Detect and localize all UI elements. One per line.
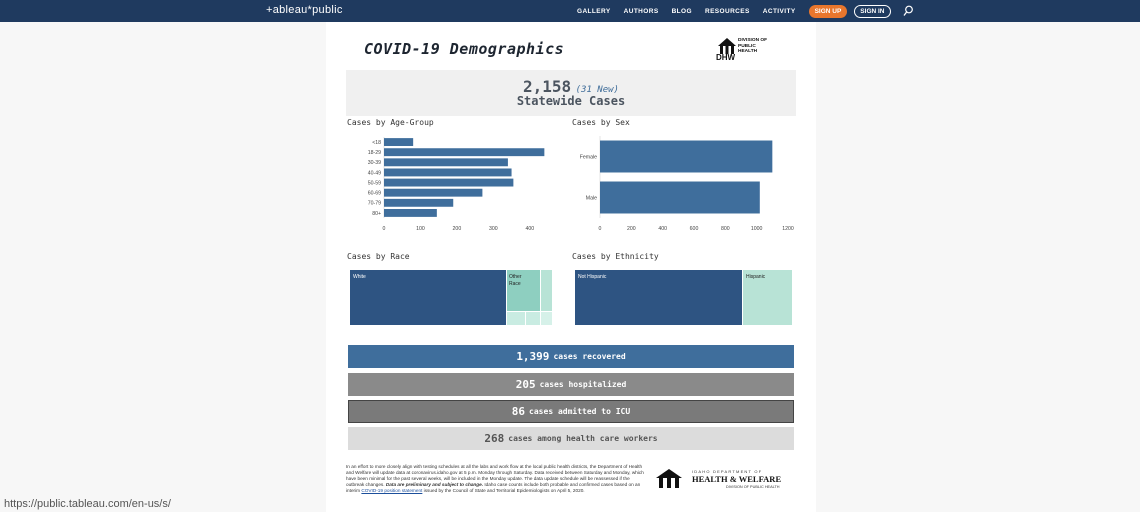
idhw-logo: IDAHO DEPARTMENT OF HEALTH & WELFARE DIV… xyxy=(654,468,790,492)
idhw-logo-top: IDAHO DEPARTMENT OF xyxy=(692,469,763,474)
dhw-logo-text: DIVISION OF PUBLIC HEALTH xyxy=(738,38,767,55)
tick-label: 0 xyxy=(383,226,386,232)
tick-label: 200 xyxy=(453,226,462,232)
nav-activity[interactable]: ACTIVITY xyxy=(762,7,796,15)
statewide-cases-banner: 2,158 (31 New) Statewide Cases xyxy=(346,70,796,116)
tick-label: 0 xyxy=(599,226,602,232)
category-label: 50-59 xyxy=(368,180,381,186)
statewide-cases-label: Statewide Cases xyxy=(516,94,626,108)
nav-menu: GALLERY AUTHORS BLOG RESOURCES ACTIVITY … xyxy=(577,0,913,22)
idhw-logo-mid: HEALTH & WELFARE xyxy=(692,474,782,484)
stat-icu: 86 cases admitted to ICU xyxy=(348,400,794,423)
race-minor-block-2[interactable] xyxy=(507,312,525,325)
nav-blog[interactable]: BLOG xyxy=(671,7,692,15)
stat-text: cases recovered xyxy=(553,352,626,361)
stat-text: cases among health care workers xyxy=(508,434,658,443)
dhw-mark: DHW xyxy=(716,53,736,62)
nav-resources[interactable]: RESOURCES xyxy=(704,7,750,15)
position-statement-link[interactable]: COVID-19 position statement xyxy=(361,488,423,493)
category-label: 60-69 xyxy=(368,191,381,197)
category-label: 80+ xyxy=(372,211,381,217)
total-cases: 2,158 xyxy=(523,77,572,96)
category-label: 18-29 xyxy=(368,150,381,156)
race-minor-block-1[interactable] xyxy=(541,270,552,311)
notice-text: In an effort to more closely align with … xyxy=(346,464,644,487)
ethnicity-hispanic-block[interactable]: Hispanic xyxy=(743,270,792,325)
bar-50-59[interactable] xyxy=(384,178,514,187)
race-white-block[interactable]: White xyxy=(350,270,506,325)
tick-label: 600 xyxy=(690,226,699,232)
tick-label: 300 xyxy=(489,226,498,232)
age-chart-title: Cases by Age-Group xyxy=(347,118,434,127)
bar-40-49[interactable] xyxy=(384,168,512,177)
update-notice: In an effort to more closely align with … xyxy=(346,464,646,494)
category-label: Male xyxy=(586,195,597,201)
stat-recovered: 1,399 cases recovered xyxy=(348,345,794,368)
tick-label: 400 xyxy=(658,226,667,232)
bar-80+[interactable] xyxy=(384,208,437,217)
category-label: 70-79 xyxy=(368,201,381,207)
dashboard: COVID-19 Demographics DHW DIVISION OF PU… xyxy=(326,22,816,512)
race-minor-block-3[interactable] xyxy=(526,312,540,325)
tick-label: 400 xyxy=(525,226,534,232)
stat-number: 86 xyxy=(511,405,526,418)
ethnicity-chart-title: Cases by Ethnicity xyxy=(572,252,659,261)
race-chart-title: Cases by Race xyxy=(347,252,410,261)
tick-label: 800 xyxy=(721,226,730,232)
stat-text: cases admitted to ICU xyxy=(529,407,631,416)
stat-number: 268 xyxy=(484,432,505,445)
bar-30-39[interactable] xyxy=(384,158,508,167)
bar-Female[interactable] xyxy=(600,140,773,173)
stat-text: cases hospitalized xyxy=(539,380,627,389)
race-other-label: Other Race xyxy=(509,274,522,287)
tick-label: 1200 xyxy=(782,226,794,232)
bar-Male[interactable] xyxy=(600,181,760,214)
race-white-label: White xyxy=(353,274,366,280)
notice-bold: Data are preliminary and subject to chan… xyxy=(385,482,484,487)
logo-line-3: HEALTH xyxy=(738,49,758,55)
stat-health-care-workers: 268 cases among health care workers xyxy=(348,427,794,450)
sex-chart-title: Cases by Sex xyxy=(572,118,630,127)
bar-60-69[interactable] xyxy=(384,188,483,197)
logo-line-2: PUBLIC xyxy=(738,43,756,49)
bar-18-29[interactable] xyxy=(384,148,545,157)
tick-label: 1000 xyxy=(751,226,763,232)
logo-line-1: DIVISION OF xyxy=(738,38,768,43)
sign-in-button[interactable]: SIGN IN xyxy=(854,4,891,18)
tableau-public-logo[interactable]: +ableau*public xyxy=(266,4,343,16)
category-label: 40-49 xyxy=(368,170,381,176)
status-bar-url: https://public.tableau.com/en-us/s/ xyxy=(0,496,175,512)
tick-label: 100 xyxy=(416,226,425,232)
stat-number: 1,399 xyxy=(516,350,550,363)
dhw-logo: DHW DIVISION OF PUBLIC HEALTH xyxy=(716,36,788,64)
stat-number: 205 xyxy=(515,378,536,391)
notice-text-3: issued by the Council of State and Terri… xyxy=(423,488,585,493)
sign-up-button[interactable]: SIGN UP xyxy=(808,4,848,18)
dhw-house-icon xyxy=(718,38,736,54)
dashboard-title: COVID-19 Demographics xyxy=(364,40,565,58)
idhw-house-icon xyxy=(656,469,682,488)
category-label: <18 xyxy=(372,140,381,146)
category-label: 30-39 xyxy=(368,160,381,166)
race-minor-block-4[interactable] xyxy=(541,312,552,325)
nav-authors[interactable]: AUTHORS xyxy=(623,7,659,15)
notice-text-2: Idaho case counts include both probable … xyxy=(346,482,641,493)
bar-<18[interactable] xyxy=(384,138,414,147)
stat-hospitalized: 205 cases hospitalized xyxy=(348,373,794,396)
bar-70-79[interactable] xyxy=(384,198,454,207)
ethnicity-not-hispanic-block[interactable]: Not Hispanic xyxy=(575,270,742,325)
category-label: Female xyxy=(580,154,597,160)
search-icon[interactable] xyxy=(902,4,913,18)
top-nav-bar: +ableau*public GALLERY AUTHORS BLOG RESO… xyxy=(0,0,1140,22)
tick-label: 200 xyxy=(627,226,636,232)
new-cases: (31 New) xyxy=(575,85,619,95)
hispanic-label: Hispanic xyxy=(746,274,766,280)
sex-chart[interactable]: Female Male 0 200 400 600 800 1000 1200 xyxy=(570,132,800,232)
nav-gallery[interactable]: GALLERY xyxy=(577,7,611,15)
not-hispanic-label: Not Hispanic xyxy=(578,274,607,280)
age-group-chart[interactable]: <18 18-29 30-39 40-49 50-59 60-69 70-79 80+ 0 100… xyxy=(348,132,558,232)
idhw-logo-bottom: DIVISION OF PUBLIC HEALTH xyxy=(726,485,780,489)
race-other-block[interactable]: Other Race xyxy=(507,270,540,311)
